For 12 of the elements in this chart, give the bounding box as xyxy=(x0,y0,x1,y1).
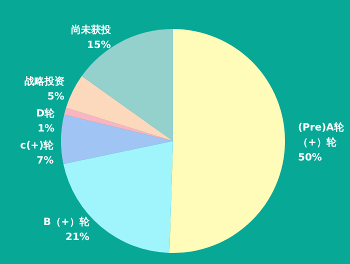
data-label: 21% xyxy=(66,232,90,243)
data-label: 7% xyxy=(36,155,54,166)
slice-label: D轮 xyxy=(36,107,56,120)
data-label: 5% xyxy=(47,91,64,102)
slice-label: B（+）轮 xyxy=(43,216,90,228)
slice-label: 战略投资 xyxy=(24,75,64,88)
data-label: 1% xyxy=(38,123,55,134)
data-label: 50% xyxy=(298,152,322,164)
slice-label: (Pre)A轮（+）轮 xyxy=(298,121,345,148)
slice-label: 尚未获投 xyxy=(70,24,112,36)
data-label: 15% xyxy=(86,40,111,51)
slice-label: c(+)轮 xyxy=(20,139,55,152)
